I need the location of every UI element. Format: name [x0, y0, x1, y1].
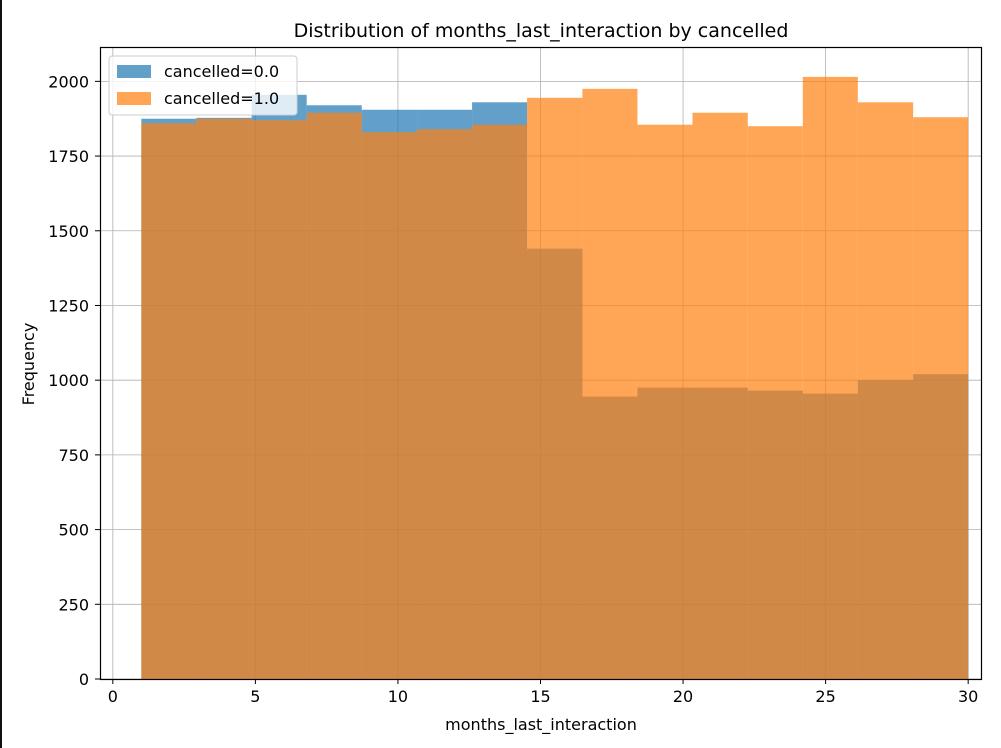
- y-axis-label: Frequency: [19, 323, 38, 406]
- y-tick-label: 1500: [48, 222, 89, 241]
- x-tick-label: 20: [673, 687, 693, 706]
- y-tick-label: 250: [58, 595, 89, 614]
- y-tick-label: 500: [58, 521, 89, 540]
- histogram-bar-series-1: [692, 112, 748, 680]
- histogram-bar-series-1: [417, 129, 473, 680]
- histogram-bar-series-1: [472, 124, 528, 679]
- legend: cancelled=0.0 cancelled=1.0: [108, 55, 298, 116]
- histogram-bar-series-1: [196, 118, 252, 679]
- legend-swatch-series-1: [117, 92, 151, 105]
- y-tick-label: 750: [58, 446, 89, 465]
- x-tick-label: 25: [815, 687, 835, 706]
- histogram-bars: [141, 76, 969, 680]
- x-tick-label: 30: [958, 687, 978, 706]
- x-tick-label: 5: [250, 687, 260, 706]
- y-tick-label: 1250: [48, 296, 89, 315]
- y-tick-label: 2000: [48, 72, 89, 91]
- legend-box: [108, 55, 298, 116]
- histogram-bar-series-1: [527, 97, 583, 679]
- window-edge: [0, 0, 2, 748]
- y-tick-label: 1000: [48, 371, 89, 390]
- legend-label-series-1: cancelled=1.0: [164, 89, 279, 108]
- histogram-bar-series-1: [582, 88, 638, 679]
- y-tick-label: 0: [79, 670, 89, 689]
- x-axis-label: months_last_interaction: [445, 715, 637, 735]
- axis-ticks: 0 5 10 15 20 25 30 0 250 500 750 1000 1250 1500 1750 20…: [48, 72, 978, 706]
- chart-title: Distribution of months_last_interaction …: [294, 20, 789, 42]
- histogram-bar-series-1: [802, 76, 858, 680]
- legend-label-series-0: cancelled=0.0: [164, 62, 279, 81]
- histogram-bar-series-1: [637, 124, 693, 679]
- histogram-bar-series-1: [913, 117, 969, 679]
- histogram-bar-series-1: [747, 126, 803, 679]
- histogram-bar-series-1: [306, 112, 362, 680]
- histogram-bar-series-1: [361, 132, 418, 680]
- legend-swatch-series-0: [117, 65, 151, 78]
- histogram-bar-series-1: [857, 102, 914, 680]
- histogram-bar-series-1: [141, 123, 197, 679]
- x-tick-label: 10: [388, 687, 408, 706]
- x-tick-label: 15: [530, 687, 550, 706]
- x-tick-label: 0: [108, 687, 118, 706]
- y-tick-label: 1750: [48, 147, 89, 166]
- histogram-bar-series-1: [251, 120, 307, 680]
